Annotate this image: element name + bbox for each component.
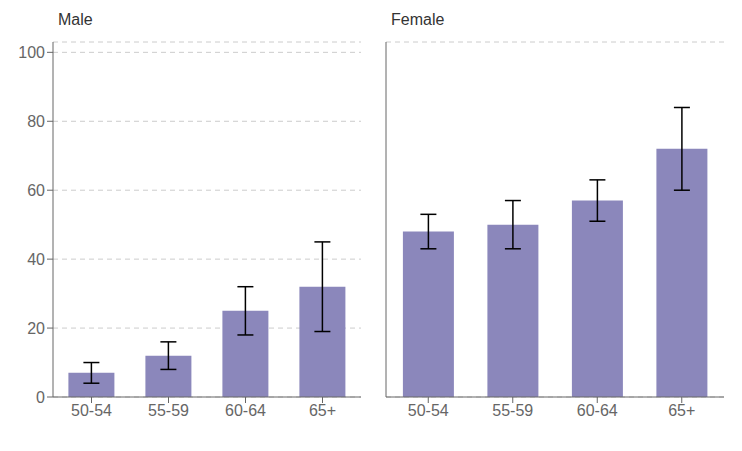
html-text:Male: Male xyxy=(58,11,93,28)
svg-text:55-59: 55-59 xyxy=(148,402,189,419)
svg-text:40: 40 xyxy=(27,251,45,268)
svg-text:60-64: 60-64 xyxy=(225,402,266,419)
svg-text:65+: 65+ xyxy=(309,402,336,419)
svg-text:50-54: 50-54 xyxy=(71,402,112,419)
svg-text:65+: 65+ xyxy=(668,402,695,419)
svg-text:20: 20 xyxy=(27,320,45,337)
svg-text:55-59: 55-59 xyxy=(492,402,533,419)
svg-text:80: 80 xyxy=(27,113,45,130)
html-text:Female: Female xyxy=(391,11,445,28)
svg-text:50-54: 50-54 xyxy=(408,402,449,419)
svg-text:0: 0 xyxy=(36,389,45,406)
svg-text:60-64: 60-64 xyxy=(577,402,618,419)
svg-text:60: 60 xyxy=(27,182,45,199)
svg-text:100: 100 xyxy=(18,44,45,61)
